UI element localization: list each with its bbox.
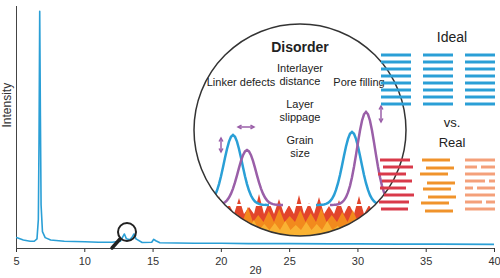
svg-text:40: 40 — [488, 255, 500, 267]
svg-text:35: 35 — [420, 255, 432, 267]
svg-text:Ideal: Ideal — [437, 29, 467, 45]
svg-text:5: 5 — [13, 255, 19, 267]
svg-text:Interlayerdistance: Interlayerdistance — [277, 62, 323, 87]
svg-text:20: 20 — [215, 255, 227, 267]
svg-text:Intensity: Intensity — [0, 83, 14, 128]
svg-text:Disorder: Disorder — [271, 39, 329, 55]
svg-text:25: 25 — [284, 255, 296, 267]
svg-text:30: 30 — [352, 255, 364, 267]
svg-text:Grainsize: Grainsize — [287, 134, 314, 159]
svg-text:vs.: vs. — [444, 115, 461, 130]
svg-text:Real: Real — [439, 135, 466, 150]
svg-text:10: 10 — [79, 255, 91, 267]
svg-text:15: 15 — [147, 255, 159, 267]
svg-text:Layerslippage: Layerslippage — [280, 98, 321, 123]
svg-text:2θ: 2θ — [249, 264, 261, 276]
svg-text:Linker defects: Linker defects — [207, 76, 276, 88]
svg-text:Pore filling: Pore filling — [333, 76, 384, 88]
